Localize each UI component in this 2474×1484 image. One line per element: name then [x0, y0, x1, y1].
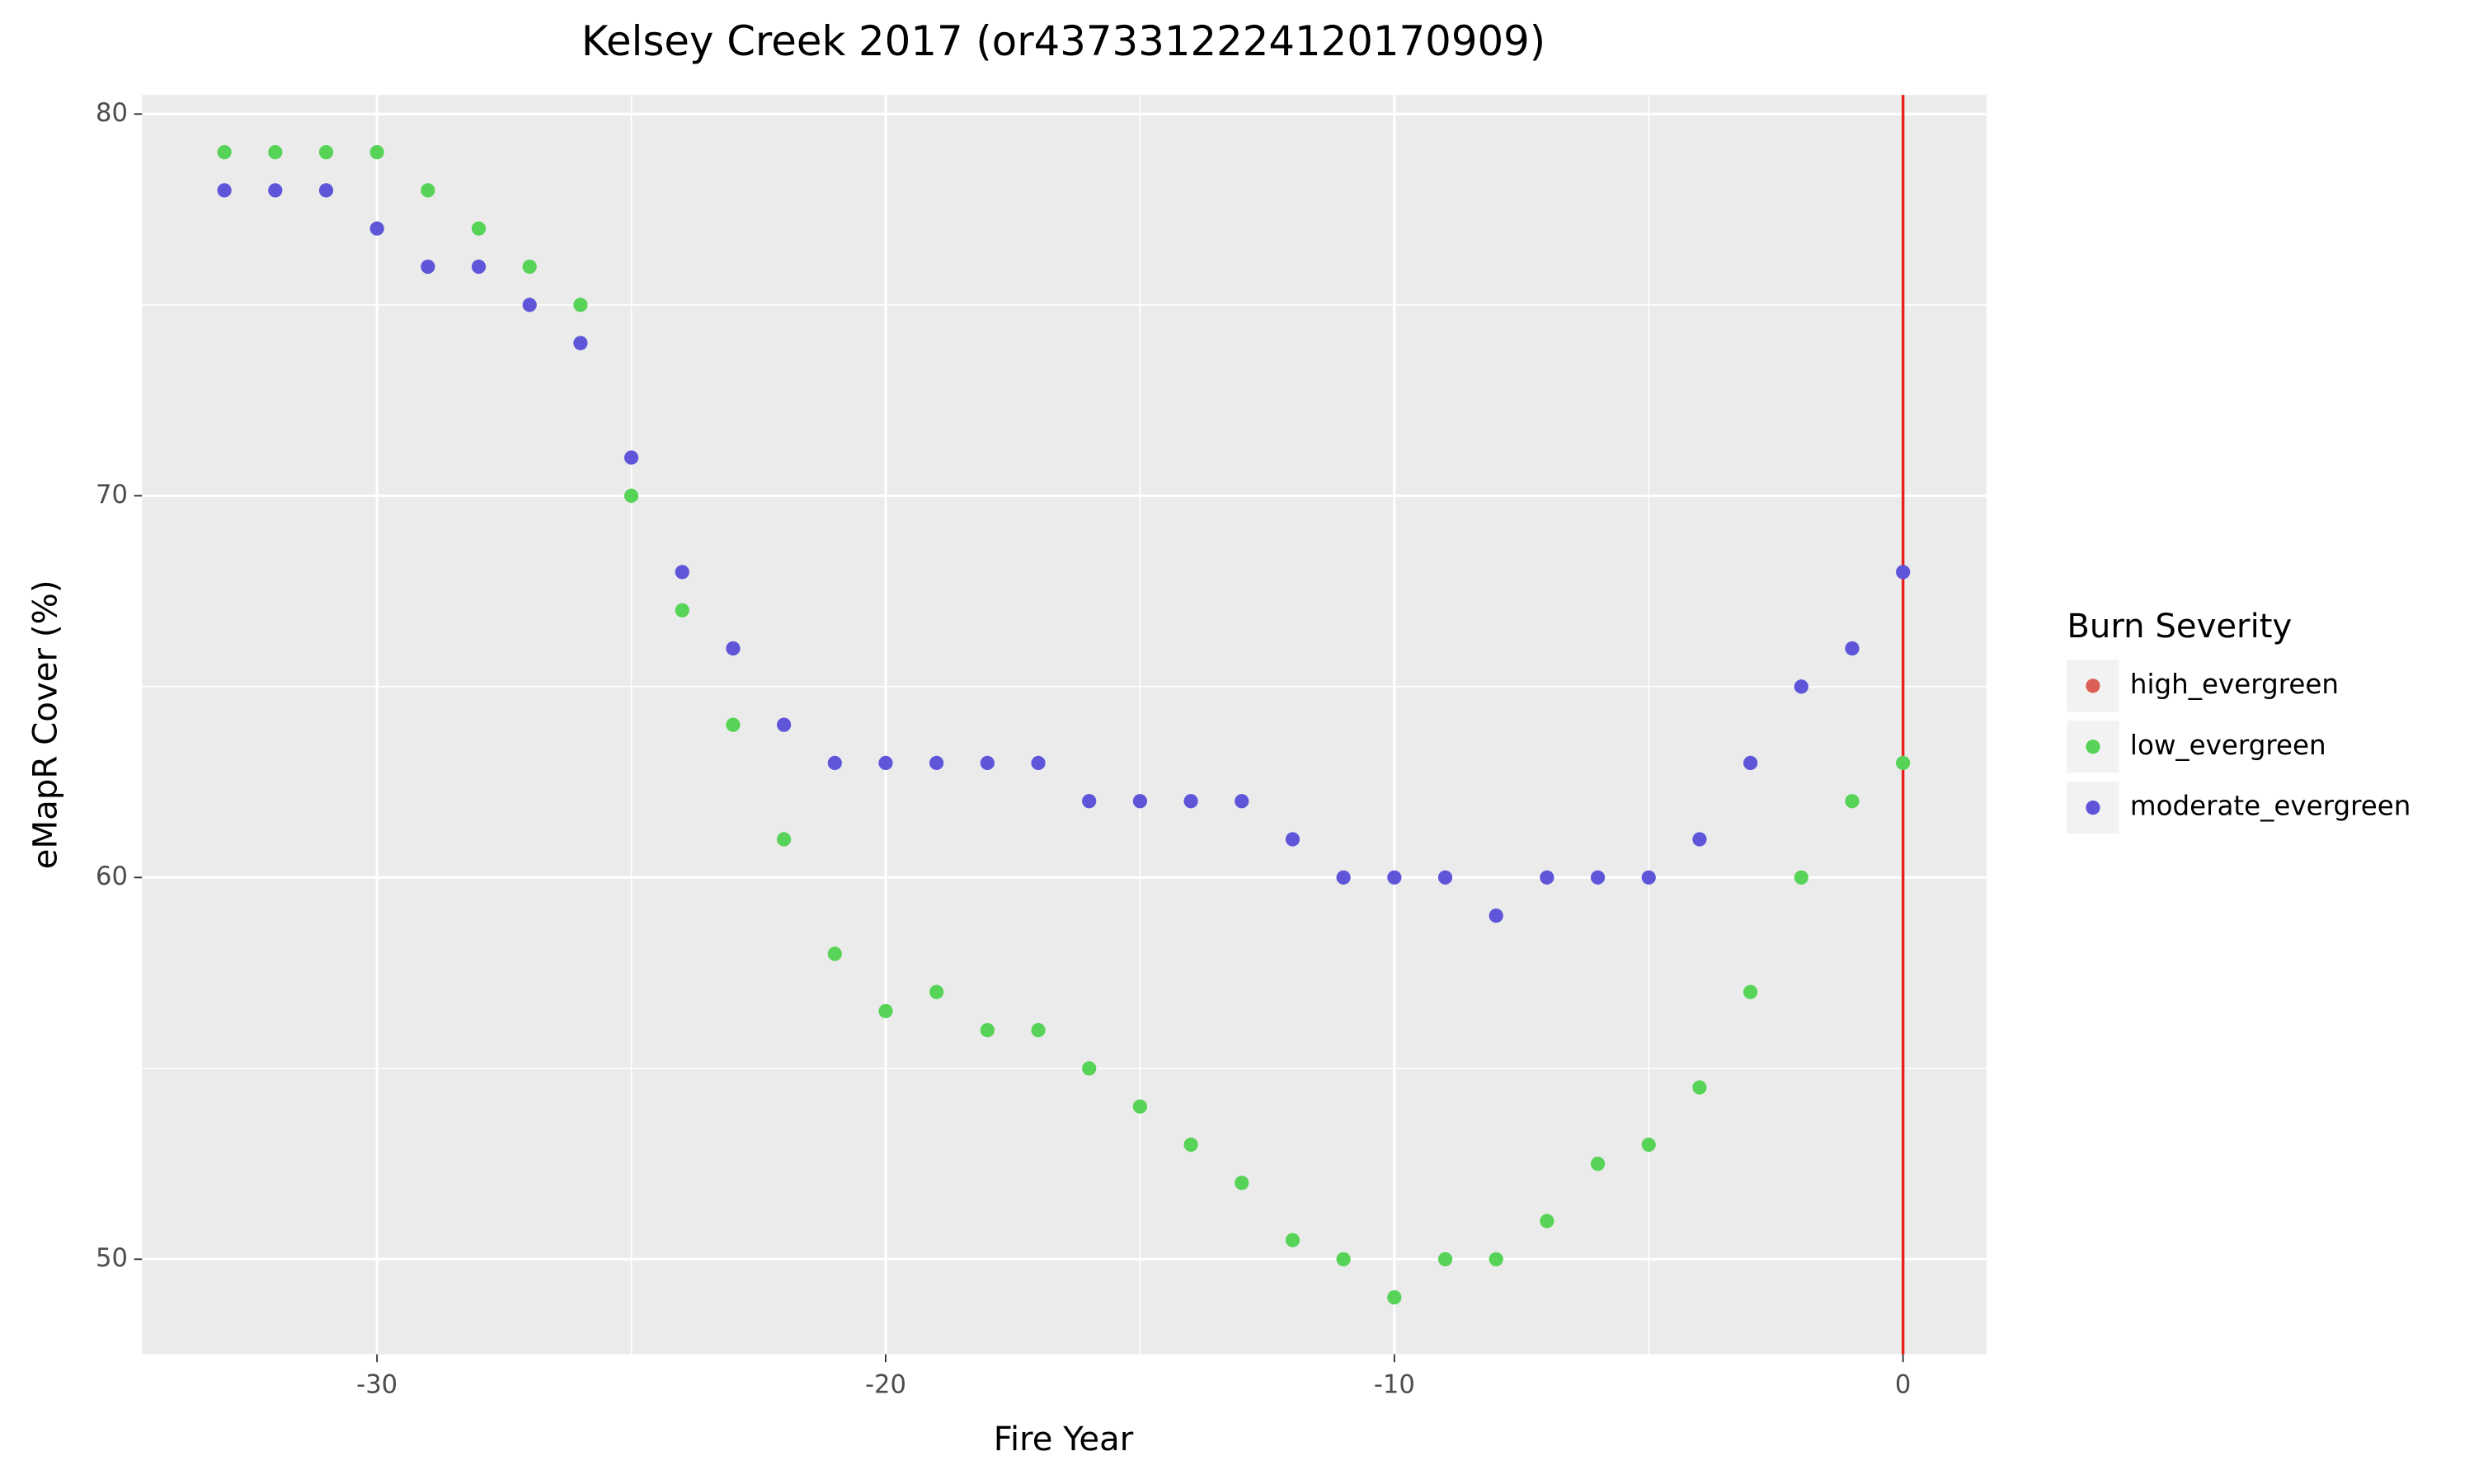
point [1896, 565, 1911, 580]
legend-title: Burn Severity [2067, 608, 2292, 646]
point [369, 144, 384, 160]
chart-title: Kelsey Creek 2017 (or4373312224120170909… [581, 17, 1545, 65]
legend-marker [2086, 740, 2100, 754]
point [1132, 1099, 1148, 1114]
point [1743, 755, 1758, 771]
point [726, 717, 741, 732]
x-tick-label: -20 [865, 1370, 906, 1399]
point [1031, 1022, 1046, 1038]
point [980, 755, 995, 771]
point [1132, 794, 1148, 809]
point [1641, 870, 1656, 885]
point [522, 298, 537, 312]
point [1540, 1214, 1554, 1228]
point [623, 488, 639, 503]
point [878, 755, 893, 771]
point [1692, 832, 1707, 847]
point [268, 144, 283, 160]
point [1540, 870, 1554, 885]
point [573, 298, 588, 312]
point [1590, 870, 1606, 885]
point [1336, 870, 1351, 885]
point [1437, 870, 1453, 885]
point [929, 984, 944, 999]
point [1183, 794, 1198, 809]
x-tick-label: 0 [1895, 1370, 1911, 1399]
y-tick-label: 60 [96, 862, 128, 891]
point [1743, 984, 1758, 999]
legend-label: moderate_evergreen [2130, 791, 2411, 822]
point [1285, 1233, 1300, 1247]
point [471, 259, 487, 275]
y-tick-label: 70 [96, 481, 128, 510]
point [1336, 1252, 1351, 1266]
legend-marker [2086, 679, 2100, 693]
point [827, 755, 842, 771]
point [1387, 870, 1402, 885]
point [1794, 870, 1808, 885]
point [1183, 1137, 1198, 1153]
x-tick-label: -10 [1374, 1370, 1415, 1399]
point [1235, 794, 1249, 809]
point [1896, 755, 1911, 771]
point [421, 183, 435, 198]
point [1387, 1290, 1402, 1305]
point [573, 336, 588, 350]
point [1794, 679, 1808, 694]
point [471, 221, 487, 236]
point [217, 183, 232, 198]
point [726, 641, 741, 656]
point [777, 717, 792, 732]
plot-panel [142, 95, 1987, 1355]
legend-label: low_evergreen [2130, 730, 2326, 761]
point [369, 221, 384, 236]
point [929, 755, 944, 771]
legend-marker [2086, 801, 2100, 815]
point [623, 450, 639, 465]
point [675, 603, 689, 618]
point [1031, 755, 1046, 771]
point [1641, 1137, 1656, 1153]
x-tick-label: -30 [356, 1370, 397, 1399]
y-tick-label: 50 [96, 1244, 128, 1273]
point [980, 1022, 995, 1038]
point [421, 259, 435, 275]
point [217, 144, 232, 160]
point [522, 259, 537, 275]
legend-label: high_evergreen [2130, 669, 2339, 700]
point [1437, 1252, 1453, 1266]
point [675, 565, 689, 580]
point [1692, 1080, 1707, 1095]
point [1082, 794, 1097, 809]
point [268, 183, 283, 198]
x-axis-label: Fire Year [994, 1421, 1134, 1458]
point [1285, 832, 1300, 847]
point [878, 1003, 893, 1019]
y-tick-label: 80 [96, 99, 128, 128]
point [1489, 908, 1503, 923]
point [1082, 1061, 1097, 1076]
point [827, 946, 842, 961]
point [1845, 794, 1860, 809]
point [1235, 1176, 1249, 1190]
y-axis-label: eMapR Cover (%) [26, 580, 64, 869]
point [1489, 1252, 1503, 1266]
point [1590, 1156, 1606, 1172]
point [318, 183, 334, 198]
point [1845, 641, 1860, 656]
point [777, 832, 792, 847]
point [318, 144, 334, 160]
